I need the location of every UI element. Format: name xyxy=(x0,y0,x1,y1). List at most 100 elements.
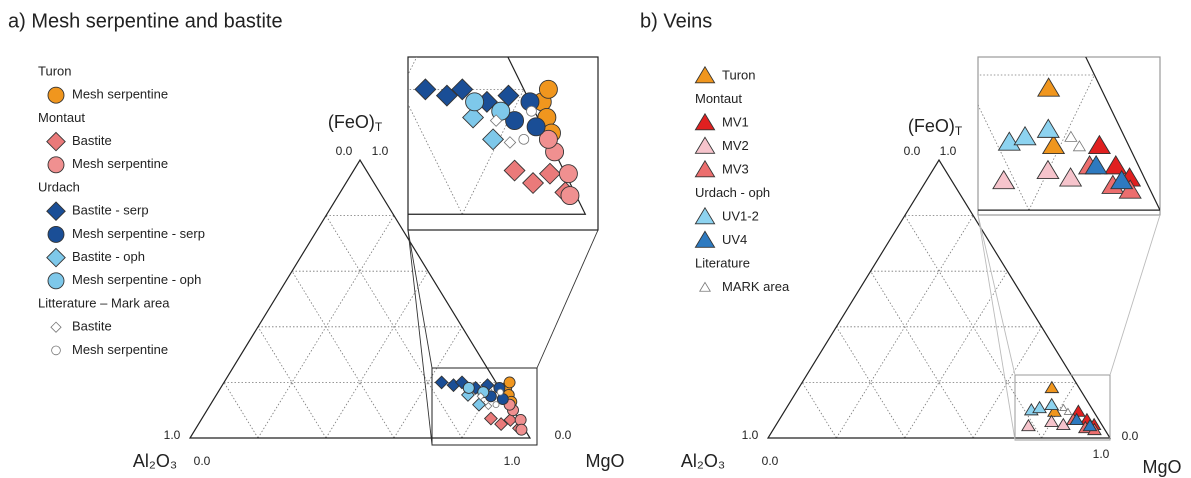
grid-line xyxy=(408,57,418,76)
marker xyxy=(997,131,1021,151)
marker xyxy=(1082,418,1098,432)
corner-tick-label: 1.0 xyxy=(742,428,759,442)
marker xyxy=(1032,400,1047,414)
axis-label: Al₂O₃ xyxy=(681,451,725,471)
marker xyxy=(1118,179,1142,199)
legend-swatch xyxy=(51,345,61,356)
marker xyxy=(414,78,437,101)
corner-tick-label: 0.0 xyxy=(904,144,921,158)
marker xyxy=(435,84,458,107)
grid-line xyxy=(972,326,1042,439)
connector xyxy=(407,229,433,369)
marker xyxy=(1036,159,1060,180)
marker xyxy=(462,106,485,129)
marker xyxy=(1069,412,1085,426)
legend-label: Bastite - oph xyxy=(72,249,145,264)
marker xyxy=(1064,130,1078,142)
legend-swatch xyxy=(50,321,62,333)
marker xyxy=(1037,77,1061,97)
grid-line xyxy=(461,89,525,215)
axis-label: Al₂O₃ xyxy=(133,451,177,471)
legend-group: Literature xyxy=(695,255,750,270)
marker xyxy=(1063,407,1073,415)
marker xyxy=(1104,154,1128,175)
legend-label: Bastite - serp xyxy=(72,203,149,218)
grid-line xyxy=(898,0,1029,210)
marker xyxy=(1072,140,1087,152)
marker xyxy=(1058,167,1083,187)
corner-tick-label: 1.0 xyxy=(164,428,181,442)
zoom-box xyxy=(431,367,538,446)
connector xyxy=(407,229,433,446)
marker xyxy=(1041,134,1066,155)
legend-group: Montaut xyxy=(38,110,85,125)
marker xyxy=(538,79,558,99)
marker xyxy=(503,376,516,389)
grid-line xyxy=(325,270,429,439)
legend-label: Bastite xyxy=(72,133,112,148)
corner-tick-label: 0.0 xyxy=(555,428,572,442)
grid-line xyxy=(978,104,1030,211)
marker xyxy=(434,375,449,390)
legend-label: Mesh serpentine - serp xyxy=(72,226,205,241)
legend-group: Urdach - oph xyxy=(695,185,770,200)
triangle-frame xyxy=(978,57,1160,211)
chart-title: b) Veins xyxy=(640,10,712,32)
marker xyxy=(503,159,526,182)
marker xyxy=(1021,418,1036,432)
axis-label: MgO xyxy=(1142,457,1181,477)
axis-label: (FeO)T xyxy=(328,112,383,134)
marker xyxy=(526,117,546,137)
grid-line xyxy=(257,326,327,439)
legend-swatch xyxy=(694,206,716,225)
legend-swatch xyxy=(46,247,66,268)
corner-tick-label: 1.0 xyxy=(372,144,389,158)
marker xyxy=(1084,154,1108,175)
marker xyxy=(1110,169,1134,190)
marker xyxy=(560,186,580,205)
grid-line xyxy=(570,75,636,210)
legend-swatch xyxy=(694,230,716,248)
marker xyxy=(1047,404,1062,417)
marker xyxy=(503,412,518,427)
marker xyxy=(526,105,537,117)
marker xyxy=(476,392,485,401)
legend-swatch xyxy=(46,201,66,222)
legend-swatch xyxy=(47,272,65,290)
marker xyxy=(503,136,517,149)
inset-box xyxy=(407,56,599,231)
axis-label-main: (FeO) xyxy=(908,116,955,136)
grid-line xyxy=(32,89,94,214)
chart-title: a) Mesh serpentine and bastite xyxy=(8,10,283,32)
corner-tick-label: 1.0 xyxy=(1093,447,1110,461)
marker xyxy=(522,172,545,195)
marker xyxy=(472,397,486,412)
marker xyxy=(505,111,525,131)
inset xyxy=(32,57,587,215)
legend-label: UV4 xyxy=(722,232,747,247)
legend-swatch xyxy=(694,136,716,154)
marker xyxy=(494,417,509,432)
legend-label: UV1-2 xyxy=(722,208,759,223)
marker xyxy=(1036,118,1060,138)
marker xyxy=(1044,380,1060,394)
inset-box xyxy=(977,56,1161,216)
marker xyxy=(558,164,578,184)
marker xyxy=(992,169,1016,190)
legend-group: Litterature – Mark area xyxy=(38,295,170,310)
grid-line xyxy=(870,270,974,439)
marker xyxy=(1044,397,1060,411)
marker xyxy=(538,129,558,149)
connector xyxy=(1109,214,1161,376)
grid-line xyxy=(291,270,395,439)
corner-tick-label: 1.0 xyxy=(940,144,957,158)
legend-group: Montaut xyxy=(695,91,742,106)
marker xyxy=(518,133,530,145)
marker xyxy=(1059,403,1068,411)
zoom-box xyxy=(1014,374,1111,441)
grid-line xyxy=(223,382,259,439)
grid-line xyxy=(836,326,906,439)
legend-swatch xyxy=(694,65,716,84)
axis-label-sub: T xyxy=(375,120,383,134)
